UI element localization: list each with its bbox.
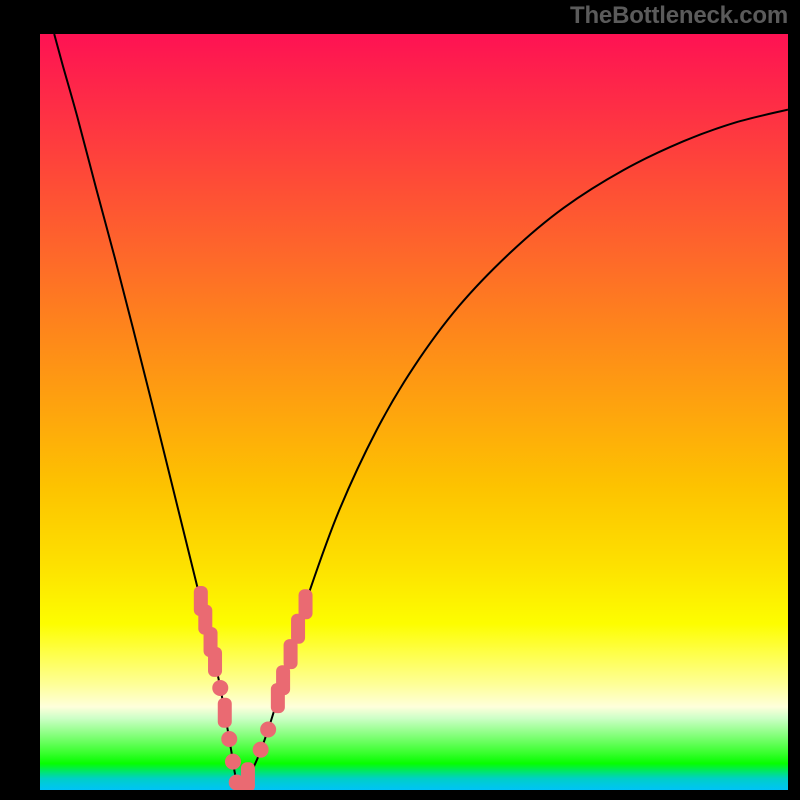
plot-area [40, 34, 788, 790]
marker-long [284, 639, 298, 669]
marker-long [208, 647, 222, 677]
marker-round [212, 680, 228, 696]
figure-root: TheBottleneck.com [0, 0, 800, 800]
watermark-text: TheBottleneck.com [570, 2, 788, 30]
marker-long [218, 698, 232, 728]
marker-long [276, 665, 290, 695]
marker-long [241, 762, 255, 790]
marker-round [253, 742, 269, 758]
chart-svg [40, 34, 788, 790]
marker-round [221, 731, 237, 747]
marker-round [260, 722, 276, 738]
marker-round [225, 754, 241, 770]
plot-background [40, 34, 788, 790]
marker-long [299, 589, 313, 619]
